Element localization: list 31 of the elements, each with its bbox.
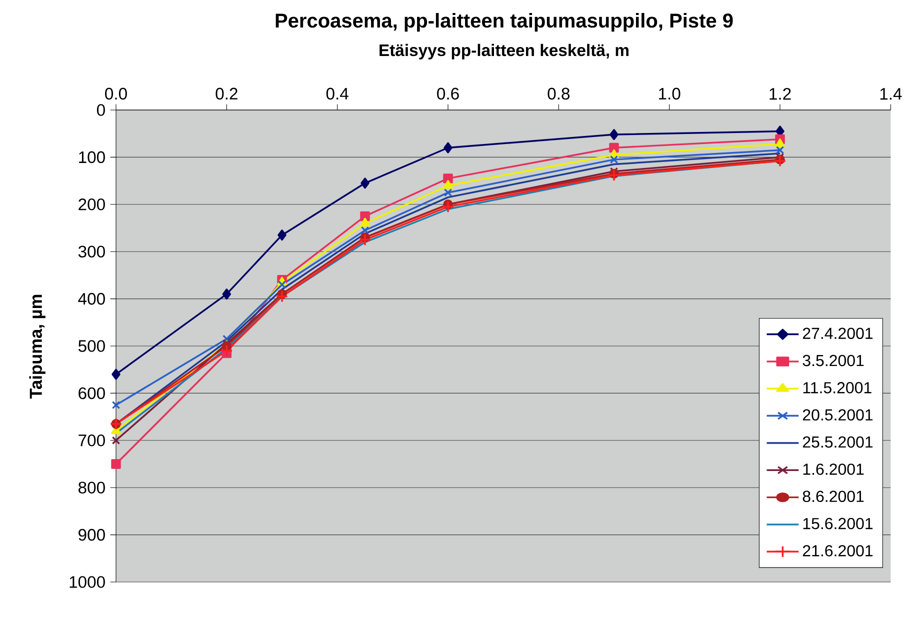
- legend-label: 11.5.2001: [803, 382, 872, 394]
- y-tick-label: 600: [78, 387, 105, 400]
- legend-label: 15.6.2001: [803, 518, 873, 530]
- x-axis-title: Etäisyys pp-laitteen keskeltä, m: [380, 44, 628, 60]
- x-tick-label: 0.4: [326, 88, 348, 100]
- legend-label: 25.5.2001: [802, 436, 873, 448]
- legend-label: 27.4.2001: [802, 328, 873, 340]
- x-tick-label: 1.4: [880, 88, 902, 100]
- legend-label: 21.6.2001: [802, 545, 873, 556]
- y-tick-label: 0: [96, 104, 105, 116]
- y-tick-label: 500: [78, 340, 105, 352]
- y-tick-label: 700: [78, 434, 105, 446]
- legend-label: 8.6.2001: [802, 490, 864, 502]
- y-tick-label: 800: [78, 482, 105, 494]
- x-tick-label: 0.2: [216, 88, 238, 100]
- x-tick-label: 0.8: [548, 88, 570, 100]
- y-tick-label: 400: [78, 292, 105, 305]
- legend-label: 1.6.2001: [803, 464, 864, 475]
- x-tick-label: 0.6: [437, 88, 459, 100]
- y-tick-label: 300: [78, 246, 105, 258]
- chart-title: Percoasema, pp-laitteen taipumasuppilo, Piste 9: [276, 13, 733, 32]
- y-tick-label: 100: [79, 151, 105, 164]
- legend-label: 20.5.2001: [802, 409, 873, 421]
- y-tick-label: 900: [78, 528, 105, 541]
- y-tick-label: 200: [78, 198, 105, 210]
- legend-label: 3.5.2001: [802, 354, 864, 366]
- x-tick-label: 1.2: [770, 88, 791, 100]
- y-tick-label: 1000: [70, 576, 105, 588]
- x-tick-label: 1.0: [659, 88, 680, 100]
- x-tick-label: 0.0: [105, 88, 127, 100]
- y-axis-title: Taipuma, µm: [29, 294, 46, 399]
